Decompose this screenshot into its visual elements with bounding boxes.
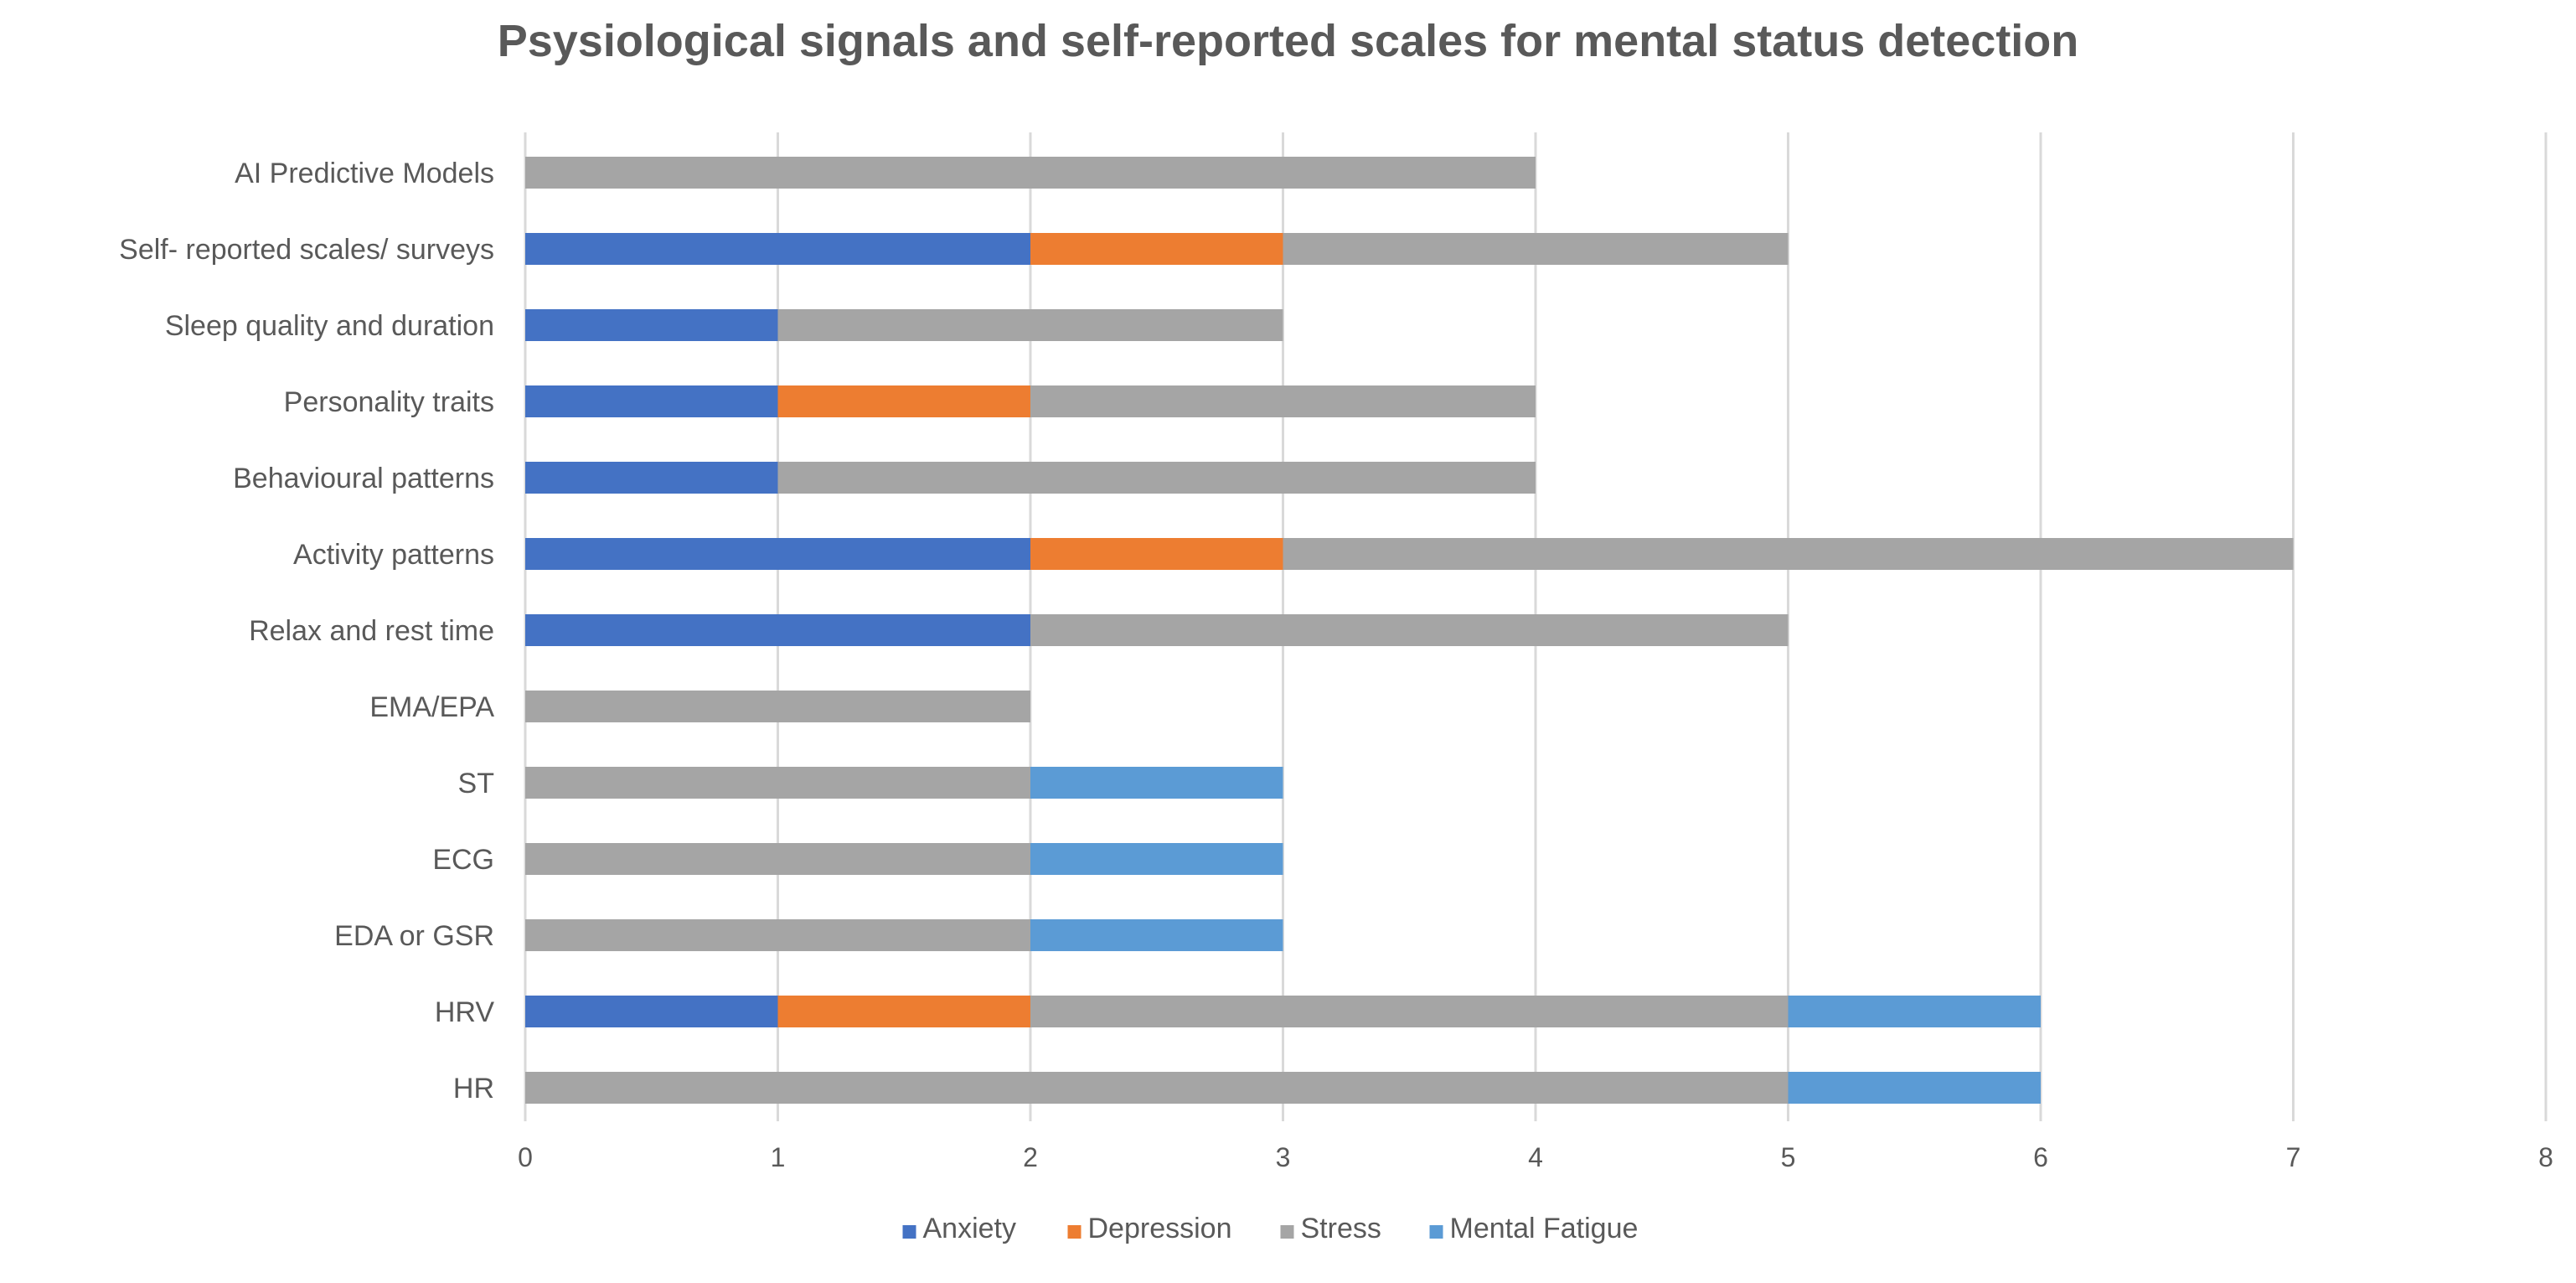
bar-segment-anxiety (525, 309, 778, 341)
bar-segment-anxiety (525, 233, 1030, 265)
bar-segment-anxiety (525, 462, 778, 494)
bar-segment-stress (1030, 614, 1789, 646)
bar-segment-stress (525, 691, 1030, 722)
bar-segment-stress (1283, 233, 1789, 265)
category-label: Relax and rest time (249, 615, 494, 647)
bar-segment-mental-fatigue (1030, 843, 1283, 875)
category-label: HR (453, 1073, 494, 1105)
category-label: HRV (435, 996, 494, 1028)
bar-segment-depression (777, 996, 1030, 1027)
bar-segment-anxiety (525, 996, 778, 1027)
legend-label: Anxiety (923, 1213, 1017, 1244)
category-label: ST (458, 768, 494, 799)
legend-label: Stress (1301, 1213, 1381, 1244)
category-label: Sleep quality and duration (165, 310, 494, 342)
bar-segment-mental-fatigue (1788, 996, 2041, 1027)
bar-segment-stress (525, 157, 1536, 189)
category-label: ECG (432, 844, 494, 876)
bar-segment-stress (1030, 385, 1536, 417)
bar-segment-stress (525, 767, 1030, 799)
bar-segment-depression (1030, 233, 1283, 265)
x-tick-label: 7 (2286, 1142, 2301, 1172)
bar-segment-anxiety (525, 538, 1030, 570)
legend-swatch (902, 1225, 916, 1239)
bar-segment-stress (525, 843, 1030, 875)
category-label: Self- reported scales/ surveys (119, 234, 494, 266)
chart-title: Psysiological signals and self-reported … (497, 16, 2079, 66)
bar-segment-anxiety (525, 614, 1030, 646)
legend-swatch (1429, 1225, 1443, 1239)
bar-segment-depression (777, 385, 1030, 417)
x-tick-label: 4 (1528, 1142, 1543, 1172)
x-tick-label: 3 (1276, 1142, 1291, 1172)
legend: Anxiety Depression Stress Mental Fatigue (902, 1213, 1639, 1244)
legend-swatch (1280, 1225, 1294, 1239)
legend-swatch (1067, 1225, 1082, 1239)
x-tick-label: 6 (2033, 1142, 2048, 1172)
category-label: Activity patterns (293, 539, 494, 571)
bar-segment-stress (1030, 996, 1789, 1027)
category-label: EDA or GSR (334, 920, 494, 952)
bar-segment-depression (1030, 538, 1283, 570)
category-label: EMA/EPA (369, 691, 494, 723)
category-label: Behavioural patterns (233, 463, 494, 494)
x-tick-label: 5 (1781, 1142, 1796, 1172)
bar-segment-stress (1283, 538, 2294, 570)
x-tick-label: 0 (518, 1142, 533, 1172)
x-tick-label: 8 (2538, 1142, 2553, 1172)
category-label: AI Predictive Models (235, 158, 494, 189)
bars (525, 157, 2294, 1104)
bar-segment-mental-fatigue (1030, 919, 1283, 951)
x-tick-label: 1 (771, 1142, 786, 1172)
x-axis-tick-labels: 0 1 2 3 4 5 6 7 8 (518, 1142, 2553, 1172)
category-labels: AI Predictive Models Self- reported scale… (119, 158, 494, 1105)
bar-segment-stress (777, 309, 1283, 341)
x-tick-label: 2 (1023, 1142, 1038, 1172)
bar-segment-mental-fatigue (1788, 1072, 2041, 1104)
bar-segment-stress (777, 462, 1536, 494)
bar-segment-anxiety (525, 385, 778, 417)
category-label: Personality traits (284, 386, 494, 418)
legend-label: Mental Fatigue (1450, 1213, 1639, 1244)
bar-segment-mental-fatigue (1030, 767, 1283, 799)
bar-segment-stress (525, 919, 1030, 951)
bar-segment-stress (525, 1072, 1789, 1104)
legend-label: Depression (1088, 1213, 1232, 1244)
